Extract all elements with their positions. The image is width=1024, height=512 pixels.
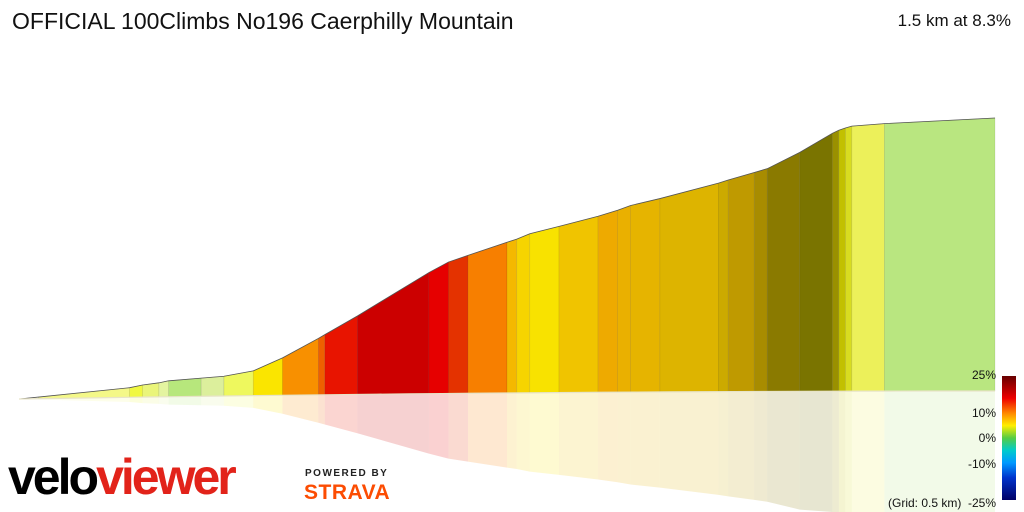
profile-segment <box>282 337 319 396</box>
reflection-segment <box>448 393 468 462</box>
climb-summary: 1.5 km at 8.3% <box>897 11 1011 30</box>
reflection-segment <box>253 395 283 414</box>
profile-segment <box>200 375 225 397</box>
legend-tick-25: 25% <box>972 368 996 382</box>
profile-segment <box>168 377 202 398</box>
profile-segment <box>799 132 833 392</box>
profile-segment <box>158 380 169 398</box>
legend-tick-0: 0% <box>979 431 997 445</box>
powered-by-label: POWERED BY <box>305 468 389 479</box>
reflection-segment <box>428 393 449 459</box>
reflection-segment <box>718 391 729 497</box>
profile-segment <box>318 334 326 396</box>
reflection-segment <box>129 397 143 404</box>
profile-segment <box>252 357 283 396</box>
reflection-segment <box>728 391 755 500</box>
profile-segment <box>753 168 768 392</box>
reflection-segment <box>282 394 319 423</box>
profile-segment <box>428 261 449 394</box>
profile-segment <box>838 127 846 392</box>
strava-logo[interactable]: STRAVA <box>304 481 391 504</box>
profile-segment <box>832 129 840 392</box>
profile-segment <box>884 117 996 392</box>
reflection-segment <box>467 393 507 468</box>
reflection-segment <box>845 391 852 512</box>
profile-segment <box>467 241 508 394</box>
reflection-segment <box>168 396 202 406</box>
profile-segment <box>529 226 560 394</box>
reflection-segment <box>832 391 839 512</box>
reflection-segment <box>630 391 660 488</box>
reflection-segment <box>142 396 159 404</box>
profile-segment <box>727 172 755 392</box>
reflection-segment <box>201 395 224 406</box>
profile-segment <box>324 315 358 396</box>
legend-tick-neg10: -10% <box>968 457 996 471</box>
reflection-segment <box>598 392 618 483</box>
legend-tick-10: 10% <box>972 406 996 420</box>
legend-color-bar <box>1002 376 1016 500</box>
reflection-segment <box>357 393 429 454</box>
profile-segment <box>766 151 801 392</box>
reflection-segment <box>754 391 768 502</box>
reflection-segment <box>318 394 325 425</box>
reflection-segment <box>851 391 885 512</box>
profile-segment <box>506 238 518 394</box>
profile-segment <box>718 179 729 392</box>
reflection-segment <box>617 392 631 485</box>
profile-segment <box>597 209 618 393</box>
reflection-segment <box>516 392 530 472</box>
profile-reflection <box>19 391 995 512</box>
reflection-segment <box>324 394 358 434</box>
reflection-segment <box>884 391 995 512</box>
profile-segments <box>18 117 996 400</box>
chart-title: OFFICIAL 100Climbs No196 Caerphilly Moun… <box>12 8 514 34</box>
profile-outline <box>18 117 996 400</box>
profile-segment <box>659 182 719 393</box>
profile-segment <box>851 123 885 392</box>
reflection-segment <box>838 391 846 512</box>
profile-segment <box>129 384 143 398</box>
grid-note: (Grid: 0.5 km) <box>888 496 961 510</box>
reflection-segment <box>767 391 800 510</box>
profile-base <box>18 390 996 400</box>
profile-segment <box>223 370 254 397</box>
profile-segment <box>630 198 661 393</box>
veloviewer-logo[interactable]: veloviewer <box>8 449 237 505</box>
profile-segment <box>516 233 531 394</box>
reflection-segment <box>223 395 254 408</box>
profile-baseline <box>18 390 996 400</box>
profile-segment <box>357 272 430 395</box>
profile-segment <box>845 125 853 392</box>
reflection-segment <box>507 392 517 470</box>
logo-velo-text: velo <box>8 449 99 505</box>
reflection-segment <box>529 392 560 475</box>
logo-viewer-text: viewer <box>96 449 237 505</box>
reflection-segment <box>559 392 599 480</box>
reflection-segment <box>158 396 169 405</box>
reflection-segment <box>659 391 719 495</box>
profile-segment <box>448 254 469 394</box>
reflection-segment <box>799 391 833 512</box>
profile-segment <box>617 205 631 393</box>
gradient-legend: 25% 10% 0% -10% -25% (Grid: 0.5 km) <box>888 368 1016 510</box>
legend-tick-neg25: -25% <box>968 496 996 510</box>
profile-segment <box>558 215 599 393</box>
